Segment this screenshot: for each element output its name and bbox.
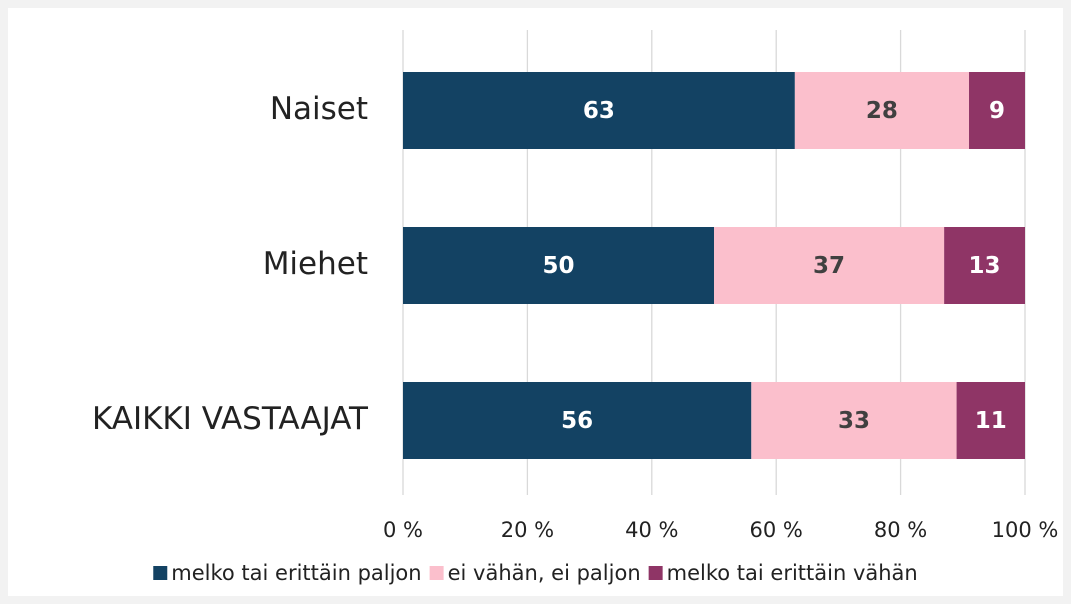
data-label: 63 [583, 98, 615, 124]
data-label: 56 [561, 408, 593, 434]
legend-swatch [153, 566, 168, 580]
bar-segment [403, 382, 752, 459]
bar-segment [956, 382, 1025, 459]
bar-segment [794, 72, 970, 149]
category-label: KAIKKI VASTAAJAT [92, 401, 369, 437]
bar-segment [403, 72, 795, 149]
bar-segment [751, 382, 957, 459]
bar-segment [403, 227, 714, 304]
data-label: 9 [989, 98, 1005, 124]
legend-swatch [429, 566, 444, 580]
data-label: 37 [813, 253, 845, 279]
category-label: Miehet [263, 246, 368, 282]
legend-label: ei vähän, ei paljon [448, 561, 641, 585]
x-tick-label: 80 % [874, 518, 927, 542]
data-label: 13 [969, 253, 1001, 279]
legend-label: melko tai erittäin vähän [667, 561, 918, 585]
bar-segment [944, 227, 1025, 304]
data-label: 33 [838, 408, 870, 434]
x-tick-label: 20 % [501, 518, 554, 542]
category-label: Naiset [270, 91, 368, 127]
legend-swatch [648, 566, 663, 580]
x-tick-label: 0 % [383, 518, 423, 542]
bar-segment [714, 227, 945, 304]
x-tick-label: 60 % [750, 518, 803, 542]
data-label: 28 [866, 98, 898, 124]
legend-label: melko tai erittäin paljon [171, 561, 421, 585]
bar-segment [969, 72, 1025, 149]
data-label: 50 [542, 253, 574, 279]
data-label: 11 [975, 408, 1007, 434]
x-tick-label: 40 % [625, 518, 678, 542]
x-tick-label: 100 % [992, 518, 1059, 542]
